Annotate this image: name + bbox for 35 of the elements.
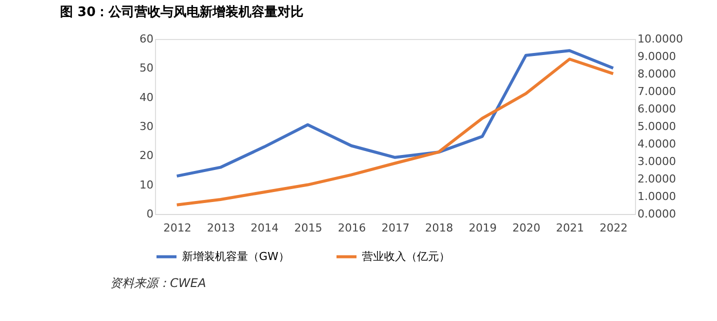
- y-tick-label: 10: [140, 178, 154, 192]
- x-tick-label: 2012: [163, 222, 192, 234]
- y2-tick-label: 2.0000: [638, 172, 676, 186]
- x-tick-label: 2019: [468, 222, 497, 234]
- x-tick-label: 2017: [382, 222, 410, 234]
- y-tick-label: 50: [140, 62, 154, 75]
- chart-title: 图 30：公司营收与风电新增装机容量对比: [60, 4, 304, 20]
- x-tick-label: 2015: [294, 222, 322, 234]
- y2-tick-label: 9.0000: [638, 50, 676, 63]
- y2-tick-label: 7.0000: [638, 85, 676, 98]
- x-tick-label: 2022: [600, 222, 628, 234]
- y2-tick-label: 0.0000: [638, 208, 676, 220]
- y2-tick-label: 10.0000: [638, 32, 683, 46]
- y-tick-label: 40: [140, 90, 154, 104]
- y2-tick-label: 8.0000: [638, 68, 676, 80]
- y2-tick-label: 4.0000: [638, 138, 676, 150]
- text: 资料来源：CWEA: [110, 276, 206, 290]
- y2-tick-label: 6.0000: [638, 102, 676, 116]
- y2-tick-label: 5.0000: [638, 120, 676, 133]
- y-tick-label: 0: [146, 208, 154, 220]
- y-tick-label: 60: [140, 32, 154, 46]
- line-series: [175, 58, 615, 206]
- x-tick-label: 2016: [338, 222, 366, 234]
- y2-tick-label: 3.0000: [638, 155, 676, 168]
- y-tick-label: 30: [140, 120, 154, 133]
- x-tick-label: 2020: [512, 222, 540, 234]
- line-series: [175, 49, 615, 178]
- y-tick-label: 20: [140, 149, 154, 162]
- x-tick-label: 2013: [206, 222, 235, 234]
- x-tick-label: 2018: [425, 222, 454, 234]
- legend-label: 营业收入（亿元）: [362, 250, 450, 263]
- y2-tick-label: 1.0000: [638, 190, 676, 203]
- x-tick-label: 2021: [556, 222, 584, 234]
- x-tick-label: 2014: [250, 222, 279, 234]
- legend-label: 新增装机容量（GW）: [182, 250, 290, 263]
